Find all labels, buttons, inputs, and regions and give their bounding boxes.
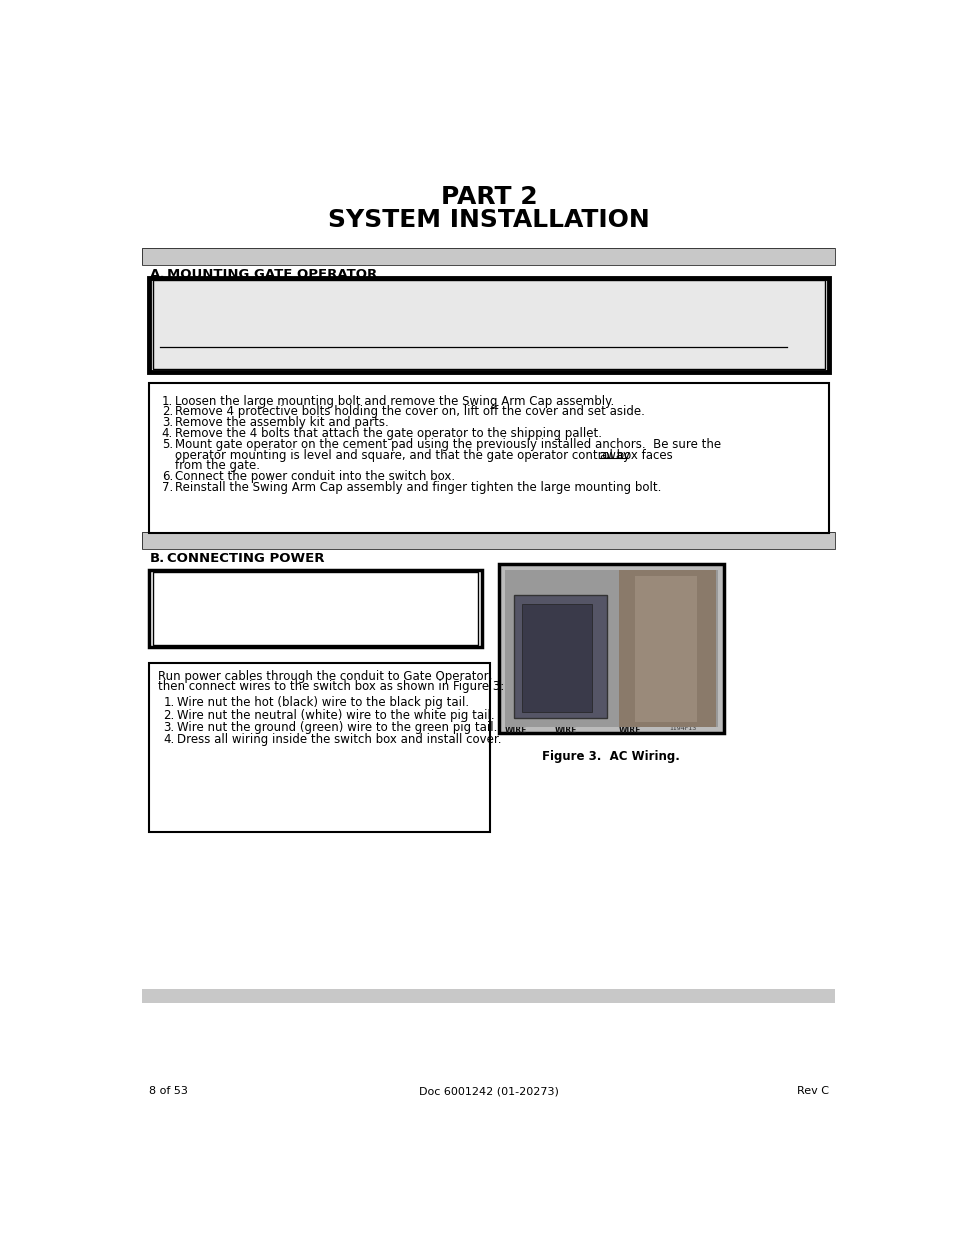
Text: Remove the assembly kit and parts.: Remove the assembly kit and parts. [174, 416, 389, 429]
Text: WARNING: WARNING [447, 287, 530, 301]
Text: then connect wires to the switch box as shown in Figure 3:: then connect wires to the switch box as … [158, 680, 504, 693]
Text: A.: A. [150, 268, 166, 282]
Text: away: away [599, 448, 630, 462]
Bar [505, 571, 717, 727]
Bar [149, 571, 481, 647]
Text: 1.: 1. [162, 395, 172, 408]
Text: 4.: 4. [163, 734, 174, 746]
Text: WIRE: WIRE [555, 726, 577, 735]
Text: to the system.: to the system. [159, 309, 253, 322]
Bar [142, 531, 835, 548]
Bar [142, 531, 835, 548]
Bar [514, 595, 607, 718]
Text: Remove the 4 bolts that attach the gate operator to the shipping pallet.: Remove the 4 bolts that attach the gate … [174, 427, 601, 440]
Text: Wire nut the ground (green) wire to the green pig tail.: Wire nut the ground (green) wire to the … [176, 721, 497, 734]
Bar [142, 248, 835, 266]
Bar [142, 248, 835, 266]
Bar [618, 571, 716, 727]
Text: Remove 4 protective bolts holding the cover on, lift off the cover and set aside: Remove 4 protective bolts holding the co… [174, 405, 644, 419]
Text: GREEN: GREEN [555, 718, 583, 727]
Text: Do not connect the battery until all other installation and alignment: Do not connect the battery until all oth… [233, 309, 686, 322]
Text: Reinstall the Swing Arm Cap assembly and finger tighten the large mounting bolt.: Reinstall the Swing Arm Cap assembly and… [174, 480, 660, 494]
Text: Loosen the large mounting bolt and remove the Swing Arm Cap assembly.: Loosen the large mounting bolt and remov… [174, 395, 614, 408]
Bar [152, 573, 477, 645]
Text: Connect the power conduit into the switch box.: Connect the power conduit into the switc… [174, 471, 455, 483]
Text: 2.: 2. [163, 709, 174, 721]
Bar [142, 989, 835, 1003]
Text: For safety reasons, the Power Fail Operation Option is shipped with the battery : For safety reasons, the Power Fail Opera… [159, 300, 714, 312]
Text: Doc 6001242 (01-20273): Doc 6001242 (01-20273) [418, 1086, 558, 1095]
Bar [149, 278, 828, 372]
Text: Run power cables through the conduit to Gate Operator,: Run power cables through the conduit to … [158, 671, 492, 683]
Text: 7.: 7. [162, 480, 172, 494]
Text: Dress all wiring inside the switch box and install cover.: Dress all wiring inside the switch box a… [176, 734, 500, 746]
Text: CAUTION: CAUTION [280, 573, 350, 587]
Text: 1.: 1. [163, 697, 174, 709]
Text: 3.: 3. [163, 721, 174, 734]
Text: 5.: 5. [162, 437, 172, 451]
Text: WHITE: WHITE [618, 718, 647, 727]
Bar [149, 383, 828, 534]
Text: 6.: 6. [162, 471, 172, 483]
Text: B.: B. [150, 552, 165, 564]
Text: CONNECTING POWER: CONNECTING POWER [167, 552, 324, 564]
Text: Mount gate operator on the cement pad using the previously installed anchors.  B: Mount gate operator on the cement pad us… [174, 437, 720, 451]
Text: Failure to observe this warning may result in the Power: Failure to observe this warning may resu… [303, 319, 637, 331]
Text: procedures have been completed.: procedures have been completed. [159, 319, 385, 331]
Bar [153, 280, 823, 369]
Bar [149, 662, 489, 832]
Text: 4.: 4. [162, 427, 172, 440]
Text: Rev C: Rev C [797, 1086, 828, 1095]
Text: 1194F13: 1194F13 [669, 726, 696, 731]
Bar [521, 604, 592, 711]
Text: WIRE: WIRE [618, 726, 640, 735]
Text: WIRE: WIRE [505, 726, 527, 735]
Text: Ensure that the AC power circuit breaker is turned off: Ensure that the AC power circuit breaker… [159, 585, 476, 599]
Text: MOUNTING GATE OPERATOR: MOUNTING GATE OPERATOR [167, 268, 377, 282]
Bar [498, 564, 723, 734]
Text: 8 of 53: 8 of 53 [149, 1086, 188, 1095]
Bar [634, 576, 696, 721]
Text: BLACK: BLACK [505, 718, 533, 727]
Text: before wiring power to the switchbox.: before wiring power to the switchbox. [159, 595, 383, 609]
Text: 3.: 3. [162, 416, 172, 429]
Text: operator mounting is level and square, and that the gate operator control box fa: operator mounting is level and square, a… [174, 448, 676, 462]
Text: from the gate.: from the gate. [174, 459, 260, 472]
Text: Wire nut the neutral (white) wire to the white pig tail.: Wire nut the neutral (white) wire to the… [176, 709, 494, 721]
Text: Fail Operation Option moving the gate at unexpected moments.: Fail Operation Option moving the gate at… [159, 327, 538, 341]
Text: SYSTEM INSTALLATION: SYSTEM INSTALLATION [328, 209, 649, 232]
Text: PART 2: PART 2 [440, 185, 537, 209]
Text: Wire nut the hot (black) wire to the black pig tail.: Wire nut the hot (black) wire to the bla… [176, 697, 468, 709]
Text: Figure 3.  AC Wiring.: Figure 3. AC Wiring. [542, 751, 679, 763]
Text: 2.: 2. [162, 405, 172, 419]
Text: To avoid injury, always turn off the unit power switch before working on gate.: To avoid injury, always turn off the uni… [159, 337, 677, 351]
